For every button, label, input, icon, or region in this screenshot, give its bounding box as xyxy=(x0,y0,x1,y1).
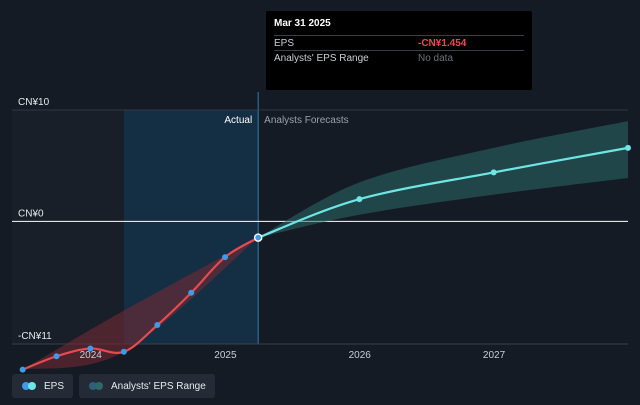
eps-points xyxy=(19,144,631,373)
eps-point-forecast xyxy=(625,144,631,151)
tooltip-date: Mar 31 2025 xyxy=(274,18,331,29)
history-shade xyxy=(12,110,124,344)
x-tick-label: 2025 xyxy=(214,350,237,361)
y-tick-label: CN¥10 xyxy=(18,97,50,108)
legend-range-label: Analysts' EPS Range xyxy=(111,380,206,392)
eps-point-forecast xyxy=(490,169,497,176)
eps-point-actual xyxy=(19,366,26,373)
eps-point-actual xyxy=(53,353,60,360)
eps-point-actual xyxy=(154,322,161,329)
tooltip-range-value: No data xyxy=(418,53,454,64)
tooltip-row-range: Analysts' EPS Range No data xyxy=(274,50,524,65)
tooltip-range-label: Analysts' EPS Range xyxy=(274,53,369,64)
legend-range-toggle[interactable]: Analysts' EPS Range xyxy=(79,374,215,398)
eps-legend-icon xyxy=(22,382,38,390)
eps-point-actual xyxy=(87,345,94,352)
tooltip-eps-value: -CN¥1.454 xyxy=(418,38,467,49)
y-tick-label: -CN¥11 xyxy=(18,331,52,342)
eps-point-actual xyxy=(188,289,195,296)
eps-line-forecast xyxy=(257,146,629,239)
legend-eps-toggle[interactable]: EPS xyxy=(12,374,74,398)
eps-point-forecast xyxy=(356,196,363,203)
range-area-forecast xyxy=(258,121,628,238)
eps-tooltip: Mar 31 2025 EPS -CN¥1.454 Analysts' EPS … xyxy=(266,11,532,90)
axis-labels: CN¥10 CN¥0 -CN¥11 2024 2025 2026 2027 Actual Ana… xyxy=(18,97,506,361)
legend-eps-label: EPS xyxy=(44,380,65,392)
eps-point-actual xyxy=(253,233,263,242)
eps-range-areas xyxy=(22,121,628,370)
range-legend-icon xyxy=(89,382,105,390)
tooltip-row-eps: EPS -CN¥1.454 xyxy=(274,35,524,50)
x-tick-label: 2026 xyxy=(349,350,372,361)
eps-point-actual xyxy=(222,254,229,261)
actual-section-label: Actual xyxy=(224,115,252,126)
forecast-section-label: Analysts Forecasts xyxy=(264,115,348,126)
actual-period-band xyxy=(12,92,259,344)
x-tick-label: 2024 xyxy=(80,350,103,361)
x-tick-label: 2027 xyxy=(483,350,506,361)
chart-legend: EPS Analysts' EPS Range xyxy=(12,374,215,398)
range-area-actual xyxy=(22,237,259,370)
y-tick-label: CN¥0 xyxy=(18,208,44,219)
eps-point-actual xyxy=(120,348,127,355)
tooltip-eps-label: EPS xyxy=(274,38,295,49)
